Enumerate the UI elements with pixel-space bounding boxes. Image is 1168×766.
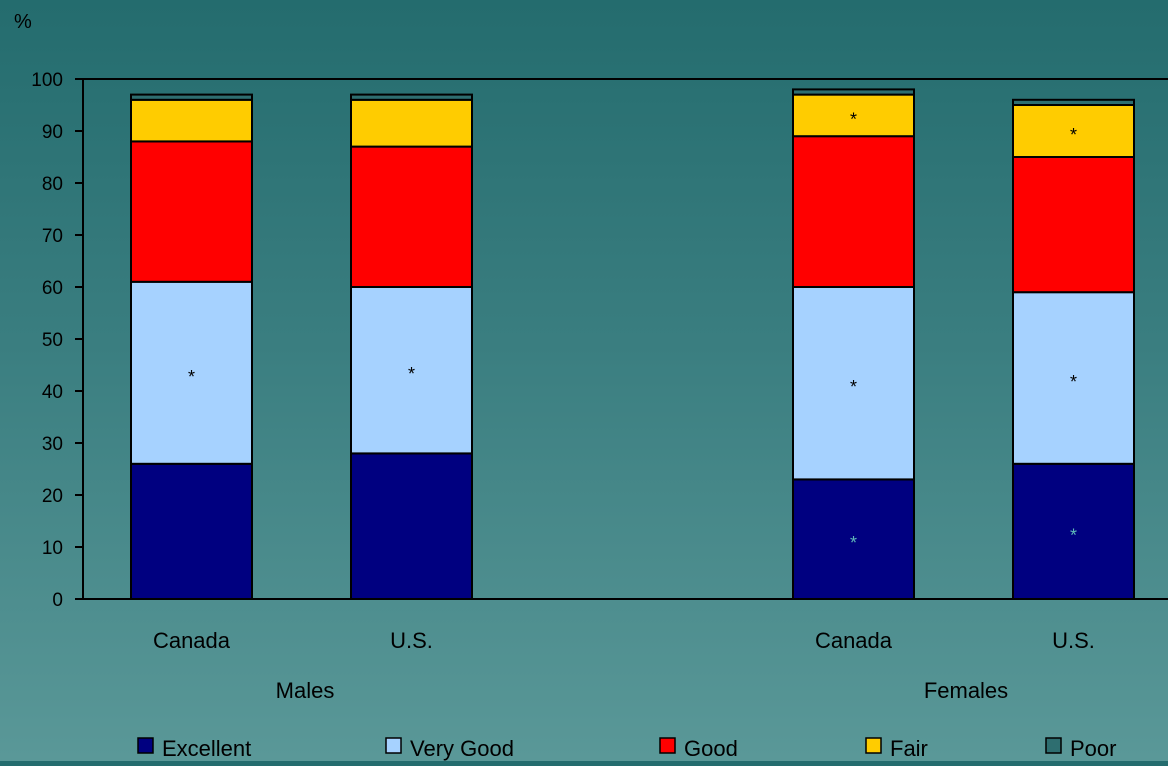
y-tick-label: 70 [42, 226, 63, 247]
bar-segment-poor [130, 93, 253, 101]
bar-segment-good [792, 135, 915, 288]
bar-segment-good [1012, 156, 1135, 294]
legend-label: Poor [1070, 736, 1116, 761]
significance-mark: * [1070, 372, 1077, 392]
legend-label: Fair [890, 736, 928, 761]
bar-segment-good [350, 145, 473, 288]
significance-mark: * [1070, 525, 1077, 545]
bar-segment-excellent [792, 478, 915, 600]
x-category-label: U.S. [1052, 628, 1095, 653]
y-tick-label: 20 [42, 486, 63, 507]
bar-segment-excellent [350, 452, 473, 600]
x-category-label: Canada [815, 628, 893, 653]
bar-segment-excellent [130, 462, 253, 600]
legend-swatch-very-good [385, 737, 402, 754]
bar-segment-very-good [130, 280, 253, 465]
bar-segment-very-good [792, 286, 915, 481]
y-tick-label: 30 [42, 434, 63, 455]
y-tick-label: 100 [31, 70, 63, 91]
bar-segment-fair [130, 98, 253, 143]
significance-mark: * [850, 377, 857, 397]
legend-swatch-poor [1045, 737, 1062, 754]
x-group-label: Females [924, 678, 1008, 703]
bar-segment-very-good [1012, 291, 1135, 465]
y-tick-label: 40 [42, 382, 63, 403]
y-tick-label: 10 [42, 538, 63, 559]
legend-label: Good [684, 736, 738, 761]
significance-mark: * [850, 109, 857, 129]
y-tick-label: 90 [42, 122, 63, 143]
y-tick-label: 50 [42, 330, 63, 351]
legend-label: Very Good [410, 736, 514, 761]
y-tick-label: 0 [52, 590, 63, 611]
legend-swatch-excellent [137, 737, 154, 754]
bar-segment-poor [1012, 98, 1135, 107]
bar-segment-good [130, 140, 253, 283]
legend-swatch-good [659, 737, 676, 754]
y-tick-label: 80 [42, 174, 63, 195]
significance-mark: * [850, 533, 857, 553]
x-category-label: U.S. [390, 628, 433, 653]
bar-segment-poor [792, 88, 915, 96]
significance-mark: * [408, 364, 415, 384]
bar-segment-very-good [350, 286, 473, 455]
bar-segment-excellent [1012, 462, 1135, 600]
bar-segment-fair [1012, 104, 1135, 158]
bar-segment-fair [792, 93, 915, 138]
bar-segment-fair [350, 98, 473, 148]
y-unit-label: % [14, 11, 32, 33]
x-group-label: Males [276, 678, 335, 703]
significance-mark: * [1070, 125, 1077, 145]
legend-swatch-fair [865, 737, 882, 754]
y-tick-label: 60 [42, 278, 63, 299]
significance-mark: * [188, 367, 195, 387]
legend-label: Excellent [162, 736, 251, 761]
x-category-label: Canada [153, 628, 231, 653]
bar-segment-poor [350, 93, 473, 101]
